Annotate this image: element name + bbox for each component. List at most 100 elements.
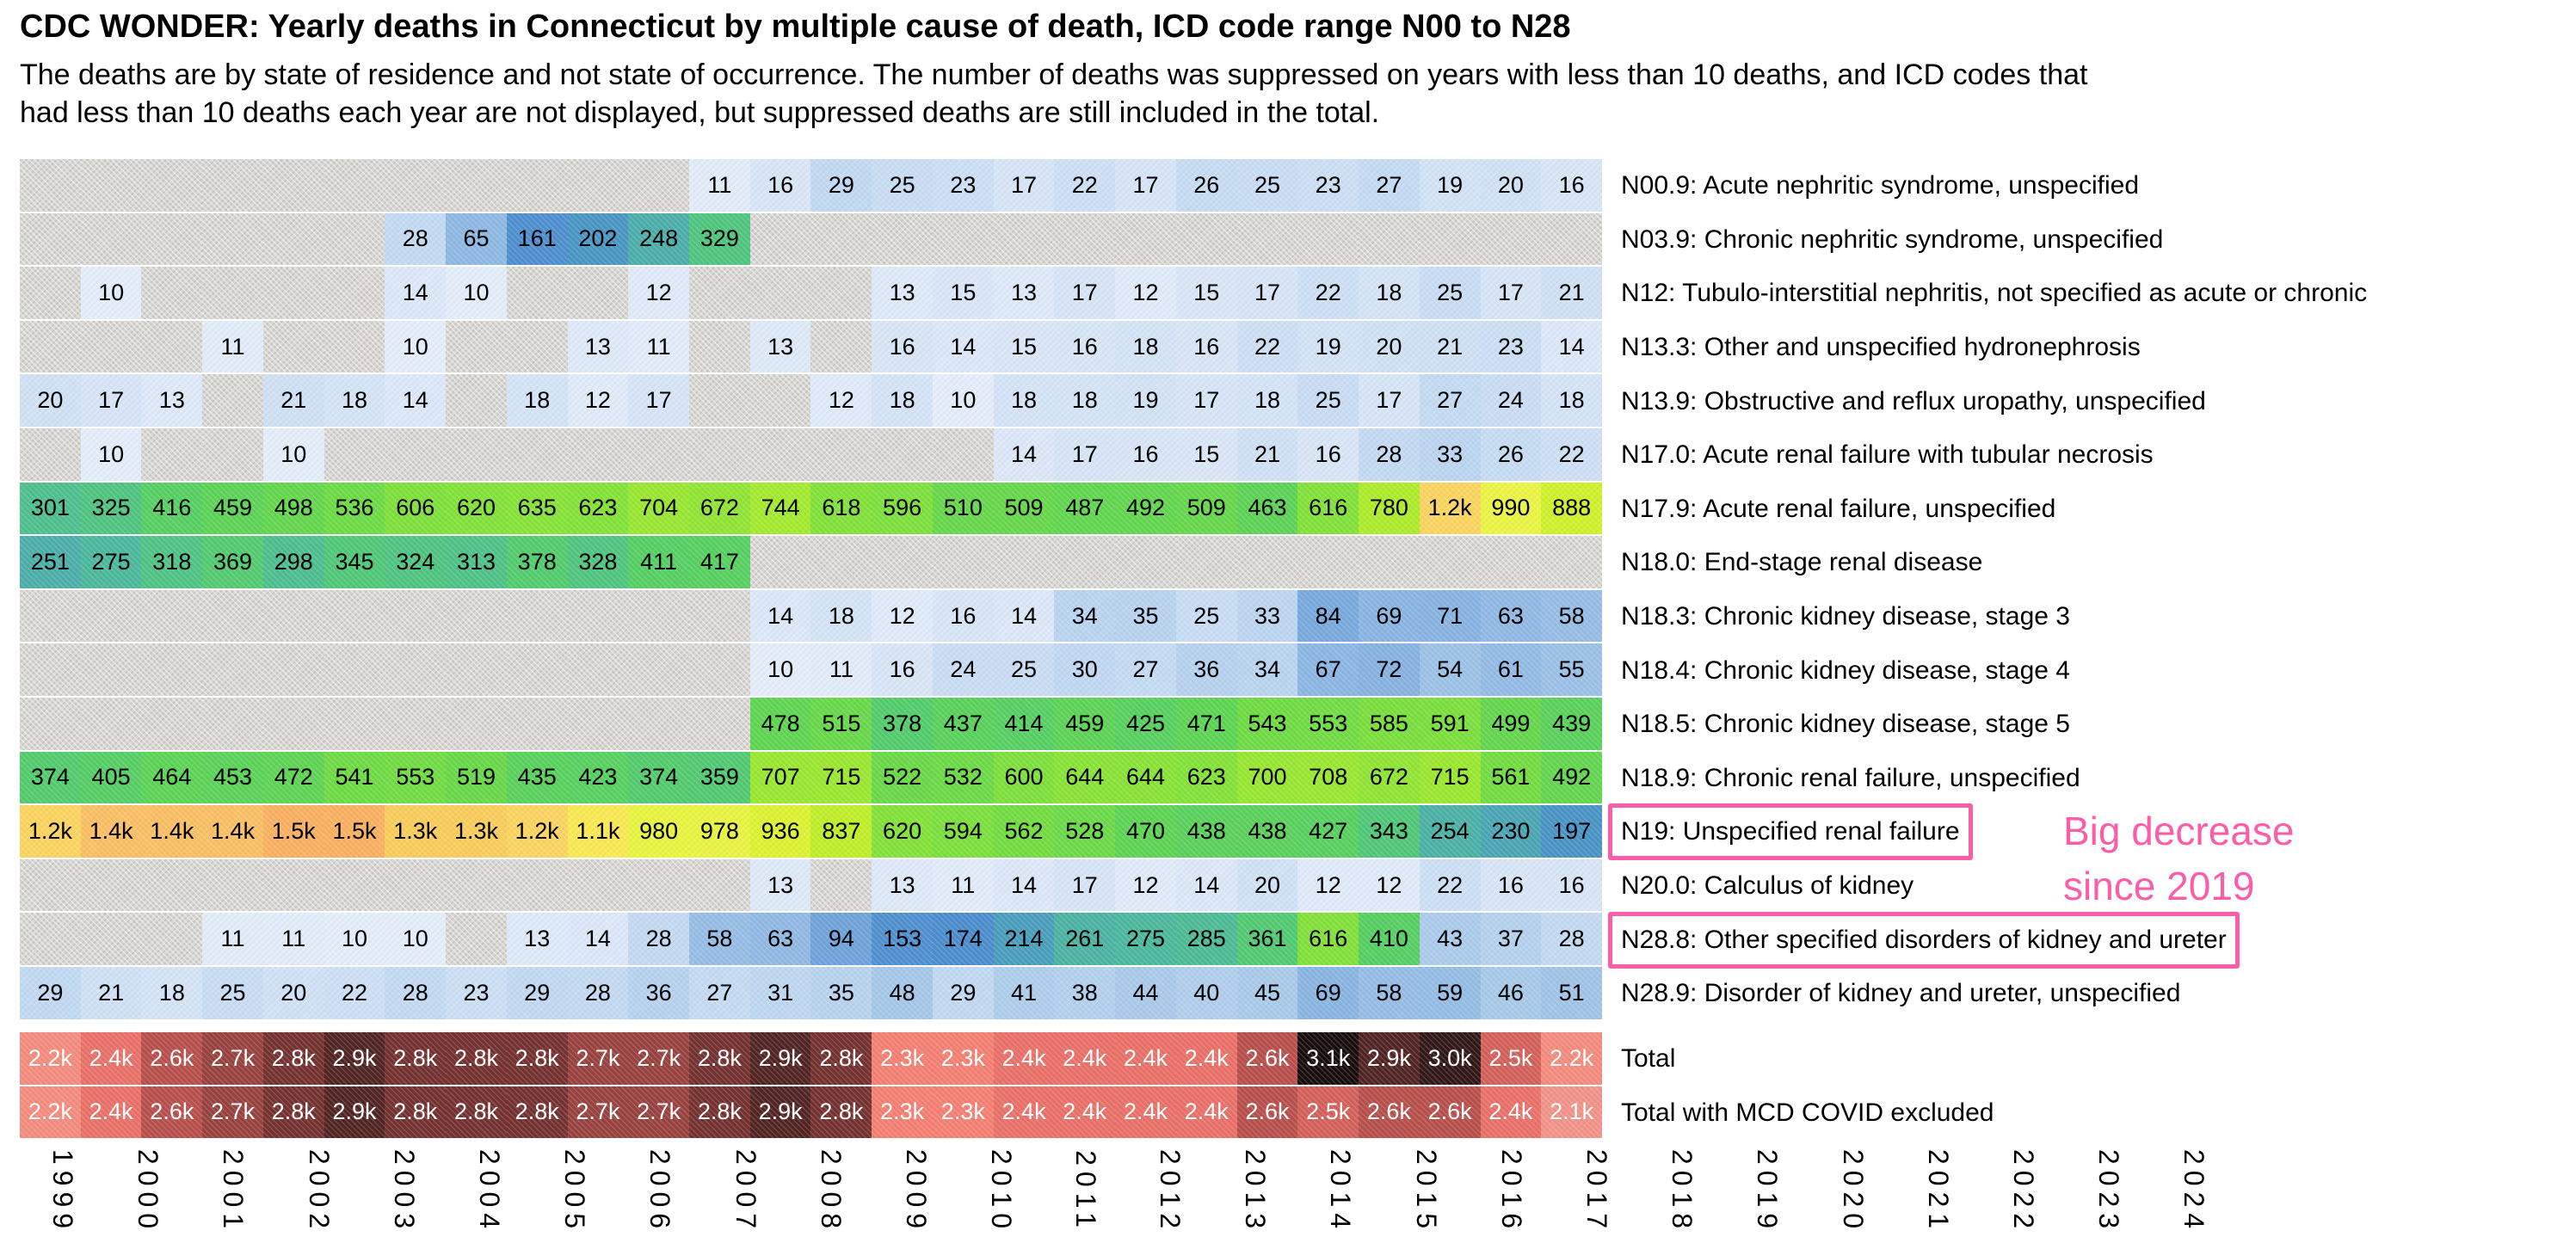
heatmap-cell — [1359, 536, 1420, 588]
heatmap-cell — [628, 858, 690, 912]
heatmap-cell — [262, 320, 324, 373]
heatmap-cell — [80, 643, 142, 696]
heatmap-cell — [1541, 212, 1602, 266]
heatmap-cell — [80, 212, 142, 266]
year-label: 2009 — [900, 1148, 932, 1234]
heatmap-cell: 17 — [1054, 267, 1116, 319]
heatmap-cell: 20 — [1359, 320, 1420, 373]
heatmap-cell: 3.0k — [1419, 1032, 1481, 1085]
heatmap-cell: 361 — [1236, 913, 1298, 965]
heatmap-cell: 16 — [1541, 858, 1602, 912]
heatmap-cell — [80, 320, 142, 373]
row-label-N18.0: N18.0: End-stage renal disease — [1621, 548, 1983, 577]
heatmap-cell: 18 — [810, 589, 872, 643]
heatmap-row: 11 16 29 25 23 17 22 17 26 25 23 27 19 20 16 — [20, 159, 1602, 213]
heatmap-cell: 23 — [1480, 320, 1542, 373]
heatmap-cell: 28 — [385, 966, 447, 1019]
heatmap-cell: 416 — [141, 482, 203, 535]
heatmap-cell — [932, 212, 994, 266]
heatmap-cell: 14 — [993, 589, 1055, 643]
heatmap-cell — [628, 428, 690, 481]
heatmap-cell: 24 — [932, 643, 994, 696]
heatmap-cell: 329 — [689, 212, 750, 266]
heatmap-cell: 715 — [810, 751, 872, 804]
heatmap-cell: 2.9k — [749, 1086, 811, 1139]
heatmap-cell: 20 — [20, 374, 81, 427]
heatmap-cell: 18 — [1359, 267, 1420, 319]
heatmap-cell: 425 — [1115, 697, 1176, 750]
heatmap-cell — [1175, 212, 1237, 266]
heatmap-cell — [324, 589, 385, 643]
heatmap-cell — [1297, 536, 1359, 588]
heatmap-cell: 28 — [385, 212, 447, 266]
heatmap-cell: 1.2k — [1419, 482, 1481, 535]
heatmap-cell: 2.4k — [80, 1086, 142, 1139]
heatmap-cell — [689, 643, 750, 696]
heatmap-cell: 435 — [506, 751, 568, 804]
heatmap-cell — [506, 320, 568, 373]
heatmap-cell: 318 — [141, 536, 203, 588]
heatmap-cell: 374 — [628, 751, 690, 804]
heatmap-cell: 38 — [1054, 966, 1116, 1019]
subtitle-line-1: The deaths are by state of residence and… — [20, 58, 2088, 91]
heatmap-cell: 22 — [1419, 858, 1481, 912]
heatmap-cell: 1.2k — [20, 805, 81, 858]
heatmap-cell: 2.7k — [628, 1086, 690, 1139]
heatmap-cell: 509 — [993, 482, 1055, 535]
highlight-box-N28.8: N28.8: Other specified disorders of kidn… — [1608, 911, 2240, 969]
heatmap-cell — [202, 589, 263, 643]
year-label: 2012 — [1155, 1148, 1186, 1234]
row-label-N03.9: N03.9: Chronic nephritic syndrome, unspe… — [1621, 225, 2164, 254]
heatmap-cell: 2.8k — [262, 1032, 324, 1085]
heatmap-cell — [446, 858, 507, 912]
heatmap-cell: 16 — [1480, 858, 1542, 912]
heatmap-cell — [1419, 212, 1481, 266]
row-label-N12: N12: Tubulo-interstitial nephritis, not … — [1621, 279, 2368, 308]
heatmap-cell: 16 — [749, 159, 811, 212]
heatmap-cell: 2.9k — [324, 1086, 385, 1139]
heatmap-cell — [324, 697, 385, 750]
heatmap-cell — [689, 267, 750, 319]
heatmap-row: 374 405 464 453 472 541 553 519 435 423 374 359 707 7… — [20, 751, 1602, 806]
heatmap-cell: 990 — [1480, 482, 1542, 535]
heatmap-cell: 2.4k — [1115, 1086, 1176, 1139]
year-label: 2014 — [1325, 1148, 1357, 1234]
heatmap-cell: 10 — [932, 374, 994, 427]
heatmap-cell: 1.3k — [385, 805, 447, 858]
heatmap-cell: 2.8k — [262, 1086, 324, 1139]
heatmap-cell: 46 — [1480, 966, 1542, 1019]
heatmap-cell: 214 — [993, 913, 1055, 965]
heatmap-cell: 28 — [1359, 428, 1420, 481]
heatmap-cell: 54 — [1419, 643, 1481, 696]
heatmap-cell — [202, 643, 263, 696]
heatmap-cell: 2.8k — [689, 1032, 750, 1085]
row-label-N00.9: N00.9: Acute nephritic syndrome, unspeci… — [1621, 171, 2140, 200]
heatmap-cell — [932, 536, 994, 588]
heatmap-cell: 510 — [932, 482, 994, 535]
heatmap-cell: 28 — [567, 966, 629, 1019]
heatmap-cell: 22 — [324, 966, 385, 1019]
heatmap-cell: 10 — [324, 913, 385, 965]
heatmap-cell — [141, 913, 203, 965]
heatmap-cell: 18 — [324, 374, 385, 427]
heatmap-cell — [628, 589, 690, 643]
heatmap-cell: 2.9k — [324, 1032, 385, 1085]
heatmap-cell — [689, 320, 750, 373]
heatmap-cell: 10 — [80, 428, 142, 481]
heatmap-cell: 515 — [810, 697, 872, 750]
heatmap-cell: 298 — [262, 536, 324, 588]
heatmap-cell — [446, 428, 507, 481]
heatmap-cell: 251 — [20, 536, 81, 588]
heatmap-cell: 2.4k — [80, 1032, 142, 1085]
heatmap-cell: 275 — [1115, 913, 1176, 965]
heatmap-cell: 202 — [567, 212, 629, 266]
heatmap-cell — [749, 212, 811, 266]
heatmap-cell: 459 — [1054, 697, 1116, 750]
heatmap-cell: 28 — [628, 913, 690, 965]
heatmap-cell: 36 — [1175, 643, 1237, 696]
heatmap-cell: 28 — [1541, 913, 1602, 965]
heatmap-cell: 618 — [810, 482, 872, 535]
heatmap-cell: 12 — [872, 589, 933, 643]
row-label-N28.9: N28.9: Disorder of kidney and ureter, un… — [1621, 979, 2181, 1008]
row-label-N19: N19: Unspecified renal failure — [1608, 803, 1973, 861]
